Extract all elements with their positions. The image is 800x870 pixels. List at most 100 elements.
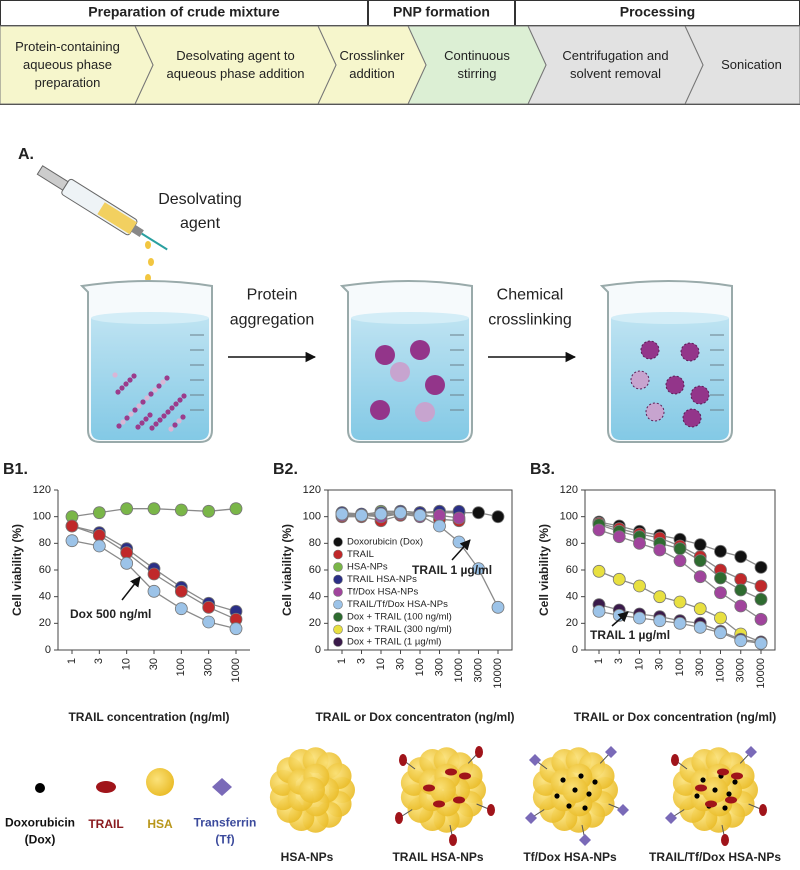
syringe-needle bbox=[141, 232, 168, 251]
data-point bbox=[612, 572, 626, 586]
drop bbox=[145, 241, 151, 249]
dox-in-particle bbox=[732, 779, 738, 785]
x-tick-label: 3 bbox=[93, 658, 105, 664]
chart-title: B3. bbox=[530, 461, 555, 478]
step-label: Continuous stirring bbox=[444, 48, 510, 81]
y-tick-label: 60 bbox=[566, 564, 578, 576]
data-point bbox=[394, 506, 407, 520]
stage-box bbox=[515, 0, 800, 26]
text-line: aggregation bbox=[230, 312, 315, 329]
data-point bbox=[452, 535, 466, 549]
y-tick-label: 60 bbox=[39, 564, 51, 576]
surface-trail bbox=[449, 834, 457, 846]
x-tick-label: 1000 bbox=[453, 658, 465, 682]
y-axis-label: Cell viability (%) bbox=[280, 524, 294, 616]
y-axis-label: Cell viability (%) bbox=[537, 524, 551, 616]
step-label: Crosslinker addition bbox=[339, 48, 405, 81]
text-line: Desolvating agent to bbox=[176, 48, 295, 63]
y-tick-label: 40 bbox=[566, 591, 578, 603]
data-point bbox=[229, 502, 243, 516]
surface-tf bbox=[617, 804, 629, 816]
text-line: Protein bbox=[247, 287, 298, 304]
legend-marker bbox=[333, 637, 343, 647]
data-point bbox=[714, 571, 727, 585]
surface-trail bbox=[671, 754, 679, 766]
data-point bbox=[472, 506, 485, 520]
trail-in-particle bbox=[453, 796, 465, 804]
trail-in-particle bbox=[731, 772, 743, 780]
x-tick-label: 1000 bbox=[714, 658, 726, 682]
step-label: Protein-containing aqueous phase preparati… bbox=[15, 39, 120, 90]
data-point bbox=[754, 592, 768, 606]
chart-title: B2. bbox=[273, 461, 298, 478]
surface-trail bbox=[487, 804, 495, 816]
protein-dot bbox=[144, 395, 150, 401]
nanoparticle-dot bbox=[410, 340, 430, 360]
data-point bbox=[754, 636, 768, 650]
x-tick-label: 3000 bbox=[735, 658, 747, 682]
y-tick-label: 80 bbox=[309, 537, 321, 549]
protein-dot bbox=[139, 420, 145, 426]
protein-dot bbox=[124, 415, 130, 421]
particle-label: Tf/Dox HSA-NPs bbox=[523, 850, 617, 864]
x-tick-label: 100 bbox=[674, 658, 686, 676]
x-tick-label: 300 bbox=[203, 658, 215, 676]
protein-dot bbox=[160, 379, 166, 385]
y-tick-label: 120 bbox=[303, 484, 321, 496]
hsa-icon bbox=[146, 768, 174, 796]
data-point bbox=[734, 634, 748, 648]
data-point bbox=[734, 550, 748, 564]
text-line: Protein-containing bbox=[15, 39, 120, 54]
component-label: TRAIL bbox=[88, 817, 123, 831]
legend-label: TRAIL bbox=[347, 549, 374, 560]
y-tick-label: 40 bbox=[39, 591, 51, 603]
protein-dot bbox=[153, 421, 159, 427]
y-tick-label: 20 bbox=[566, 617, 578, 629]
protein-dot bbox=[180, 414, 186, 420]
component-label: Transferrin (Tf) bbox=[194, 816, 257, 847]
water-surface bbox=[611, 312, 729, 324]
data-point bbox=[754, 612, 768, 626]
syringe-liquid bbox=[97, 202, 137, 235]
dox-in-particle bbox=[560, 777, 566, 783]
protein-dot bbox=[132, 407, 138, 413]
data-point bbox=[592, 523, 606, 537]
nanoparticle-dot bbox=[682, 408, 702, 428]
process-label: Protein aggregation bbox=[230, 287, 315, 329]
annotation-arrow bbox=[611, 611, 629, 627]
data-point bbox=[491, 600, 505, 614]
data-point bbox=[202, 600, 216, 614]
protein-dot bbox=[149, 425, 155, 431]
data-point bbox=[147, 567, 161, 581]
data-point bbox=[714, 611, 727, 625]
text-line: aqueous phase addition bbox=[166, 66, 304, 81]
data-point bbox=[174, 503, 188, 517]
text-line: Centrifugation and bbox=[562, 48, 668, 63]
nanoparticle-dot bbox=[640, 340, 660, 360]
protein-dot bbox=[115, 389, 121, 395]
surface-tf bbox=[745, 746, 757, 758]
legend-label: TRAIL HSA-NPs bbox=[347, 574, 417, 585]
dox-in-particle bbox=[592, 779, 598, 785]
data-point bbox=[693, 620, 707, 634]
dox-icon bbox=[35, 783, 45, 793]
x-axis-label: TRAIL or Dox concentration (ng/ml) bbox=[574, 710, 776, 724]
protein-dot bbox=[177, 397, 183, 403]
water-surface bbox=[91, 312, 209, 324]
reagent-label: Desolvating agent bbox=[158, 191, 242, 232]
component-label: HSA bbox=[147, 817, 173, 831]
chart-title: B1. bbox=[3, 461, 28, 478]
protein-dot bbox=[181, 393, 187, 399]
protein-dot bbox=[112, 372, 118, 378]
nanoparticle-dot bbox=[690, 385, 710, 405]
data-point bbox=[734, 572, 748, 586]
tf-icon bbox=[212, 778, 232, 796]
data-point bbox=[147, 502, 161, 516]
text-line: Chemical bbox=[497, 287, 564, 304]
protein-dot bbox=[143, 416, 149, 422]
data-point bbox=[374, 507, 388, 521]
y-tick-label: 0 bbox=[315, 644, 321, 656]
text-line: agent bbox=[180, 215, 221, 232]
nanoparticle-dot bbox=[415, 402, 435, 422]
